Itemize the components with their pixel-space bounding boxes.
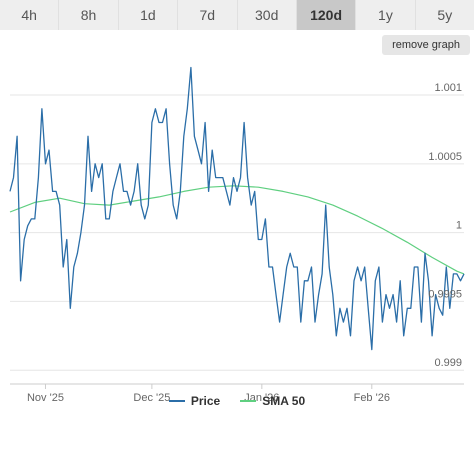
grid-lines xyxy=(10,94,464,371)
y-tick-label: 0.999 xyxy=(434,357,462,369)
series-layer xyxy=(9,66,465,351)
y-tick-label: 0.9995 xyxy=(428,288,462,300)
range-button-4h[interactable]: 4h xyxy=(0,0,60,30)
range-button-120d[interactable]: 120d xyxy=(296,0,357,30)
price-swatch-icon xyxy=(168,400,185,402)
legend: Price SMA 50 xyxy=(0,392,474,410)
x-tick-label: Nov '25 xyxy=(27,392,64,404)
sma-swatch-icon xyxy=(240,400,257,402)
remove-graph-button[interactable]: remove graph xyxy=(382,35,470,55)
range-button-8h[interactable]: 8h xyxy=(59,0,119,30)
price-series-line xyxy=(9,66,465,351)
legend-label-price: Price xyxy=(190,394,221,408)
range-button-30d[interactable]: 30d xyxy=(238,0,297,30)
legend-item-price[interactable]: Price xyxy=(168,394,221,408)
y-tick-label: 1.0005 xyxy=(428,151,462,163)
range-selector: 4h 8h 1d 7d 30d 120d 1y 5y xyxy=(0,0,474,30)
x-tick-label: Feb '26 xyxy=(354,392,390,404)
x-tick-label: Dec '25 xyxy=(133,392,170,404)
range-button-5y[interactable]: 5y xyxy=(437,7,453,23)
sma-series-line xyxy=(9,185,465,275)
y-tick-label: 1.001 xyxy=(434,82,462,94)
legend-item-sma[interactable]: SMA 50 xyxy=(240,394,305,408)
range-button-7d[interactable]: 7d xyxy=(178,0,238,30)
range-button-1y[interactable]: 1y xyxy=(356,0,416,30)
y-tick-label: 1 xyxy=(456,220,462,232)
range-button-1d[interactable]: 1d xyxy=(119,0,179,30)
legend-label-sma: SMA 50 xyxy=(262,394,306,408)
